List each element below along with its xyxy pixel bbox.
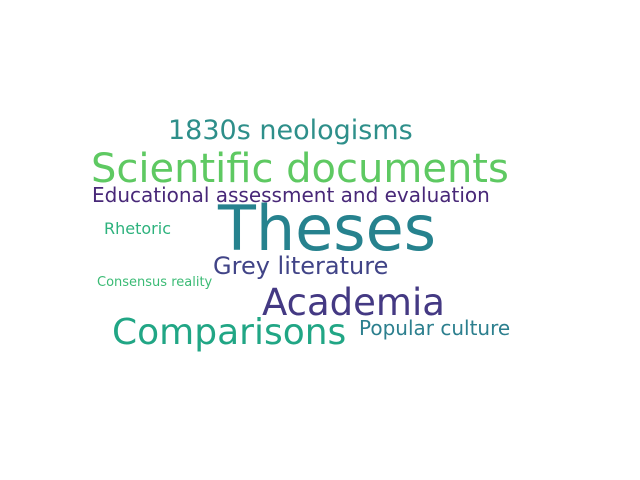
word-comparisons: Comparisons: [112, 312, 347, 353]
word-1830s-neologisms: 1830s neologisms: [168, 115, 413, 146]
word-scientific-documents: Scientific documents: [91, 146, 509, 192]
word-grey-literature: Grey literature: [213, 252, 389, 280]
word-consensus-reality: Consensus reality: [97, 275, 213, 290]
word-educational-assessment: Educational assessment and evaluation: [92, 183, 490, 207]
word-rhetoric: Rhetoric: [104, 219, 171, 238]
word-academia: Academia: [262, 281, 445, 324]
word-theses: Theses: [218, 192, 437, 265]
word-popular-culture: Popular culture: [359, 316, 511, 340]
